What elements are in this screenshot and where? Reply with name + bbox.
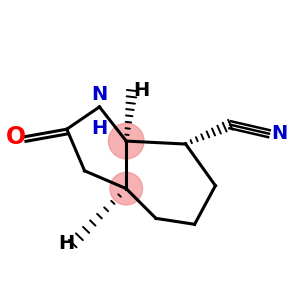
Text: O: O [6,124,26,148]
Text: H: H [91,119,108,138]
Text: N: N [271,124,287,143]
Text: N: N [91,85,108,104]
Circle shape [110,172,142,205]
Text: H: H [133,81,149,100]
Text: H: H [59,234,75,253]
Circle shape [108,123,144,159]
